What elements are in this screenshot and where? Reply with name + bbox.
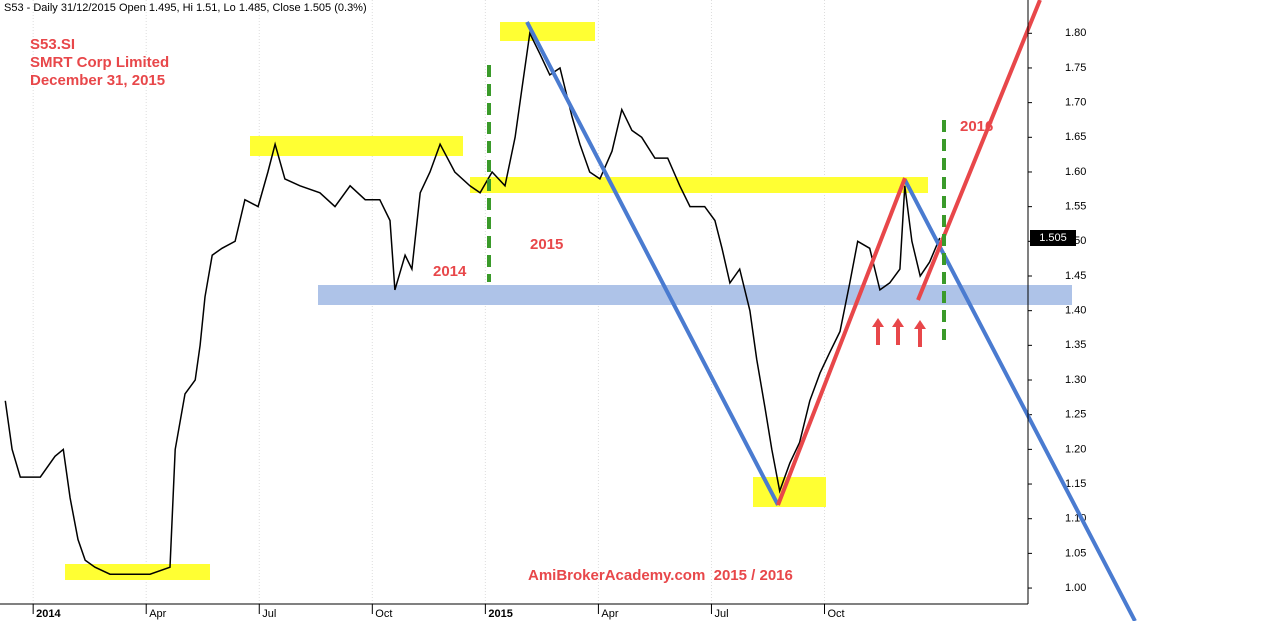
arrow [872,318,884,345]
price-line [4,30,941,575]
trend-line [525,21,780,506]
y-tick-label: 1.30 [1065,374,1086,386]
y-tick-label: 1.25 [1065,409,1086,421]
x-tick-label: Apr [149,608,166,620]
chart-title: S53 - Daily 31/12/2015 Open 1.495, Hi 1.… [4,2,367,14]
y-tick-label: 1.80 [1065,27,1086,39]
y-tick-label: 1.70 [1065,97,1086,109]
y-tick-label: 1.15 [1065,478,1086,490]
x-tick-label: Apr [601,608,618,620]
annotation: 2014 [433,263,467,280]
x-tick-label: Oct [828,608,845,620]
grid: 1.001.051.101.151.201.251.301.351.401.45… [32,0,1086,620]
x-tick-label: Oct [375,608,392,620]
y-tick-label: 1.20 [1065,443,1086,455]
price-tag [1030,230,1076,246]
x-tick-label: Jul [262,608,276,620]
y-tick-label: 1.35 [1065,339,1086,351]
trend-line [776,177,907,506]
label: S53.SI [30,36,75,53]
y-tick-label: 1.65 [1065,131,1086,143]
support-band [318,285,1072,305]
annotation: 2015 [530,236,563,253]
plot [4,30,941,575]
arrow [892,318,904,345]
x-tick-label: 2014 [36,608,61,620]
arrows [872,318,926,347]
trend-line [916,0,1042,301]
y-tick-label: 1.40 [1065,305,1086,317]
arrow [914,320,926,347]
x-tick-label: Jul [714,608,728,620]
y-tick-label: 1.00 [1065,582,1086,594]
y-tick-label: 1.05 [1065,547,1086,559]
annotation: 2016 [960,118,993,135]
y-tick-label: 1.60 [1065,166,1086,178]
y-tick-label: 1.75 [1065,62,1086,74]
x-tick-label: 2015 [488,608,512,620]
label: December 31, 2015 [30,72,165,89]
highlight-box [65,564,210,580]
label: SMRT Corp Limited [30,54,169,71]
highlight-box [470,177,928,193]
highlight-box [250,136,463,156]
highlight-box [500,22,595,41]
watermark: AmiBrokerAcademy.com 2015 / 2016 [528,567,793,584]
y-tick-label: 1.45 [1065,270,1086,282]
price-tag-label: 1.505 [1039,232,1067,244]
y-tick-label: 1.55 [1065,201,1086,213]
